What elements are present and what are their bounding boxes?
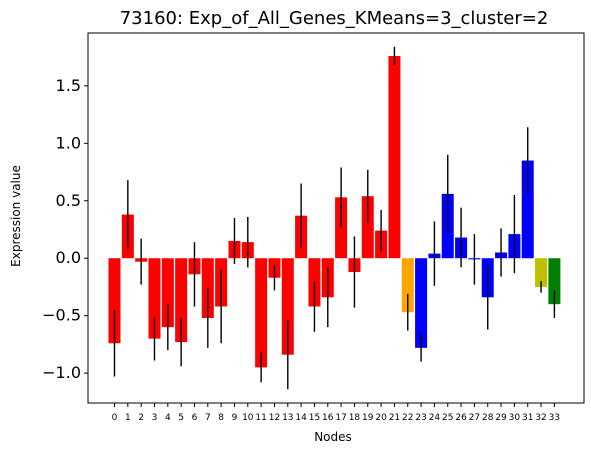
x-axis: 0 1 2 3 4 5 6 7 8 9 10 11 12 13 14 15 16 17 18 19 20 21 22 23 24… [112,403,560,423]
x-tick-label: 6 [192,413,198,423]
x-tick-label: 8 [218,413,224,423]
bar-22 [401,258,414,313]
x-tick-label: 16 [322,413,334,423]
y-tick-label: −0.5 [42,306,81,325]
bar-3 [148,258,161,339]
bars-group [108,55,561,368]
x-tick-label: 22 [402,413,413,423]
x-tick-label: 33 [549,413,560,423]
x-tick-label: 30 [509,413,521,423]
x-tick-label: 4 [165,413,171,423]
x-tick-label: 0 [112,413,118,423]
x-tick-label: 32 [535,413,546,423]
x-tick-label: 11 [255,413,266,423]
bar-17 [335,197,348,259]
x-tick-label: 25 [442,413,453,423]
bar-0 [108,258,121,344]
bar-4 [161,258,174,328]
x-tick-label: 9 [232,413,238,423]
y-axis-label: Expression value [9,165,23,267]
x-tick-label: 2 [138,413,144,423]
bar-21 [388,55,401,259]
x-tick-label: 1 [125,413,131,423]
x-tick-label: 5 [178,413,184,423]
plot-frame [87,32,585,404]
x-tick-label: 19 [362,413,374,423]
x-tick-label: 12 [269,413,280,423]
y-tick-label: 0.5 [56,191,81,210]
y-tick-label: 1.5 [56,76,81,95]
x-tick-label: 29 [495,413,507,423]
x-axis-label: Nodes [314,430,352,444]
bar-19 [361,196,374,259]
x-tick-label: 14 [295,413,307,423]
bar-11 [255,258,268,368]
x-tick-label: 27 [469,413,480,423]
x-tick-label: 18 [349,413,361,423]
x-tick-label: 13 [282,413,293,423]
x-tick-label: 17 [335,413,346,423]
bar-13 [281,258,294,355]
chart-title: 73160: Exp_of_All_Genes_KMeans=3_cluster… [120,8,549,29]
x-tick-label: 26 [455,413,467,423]
y-axis: −1.0 −0.5 0.0 0.5 1.0 1.5 [42,76,88,382]
x-tick-label: 20 [375,413,387,423]
x-tick-label: 15 [309,413,320,423]
bar-5 [175,258,188,343]
y-tick-label: 1.0 [56,133,81,152]
x-tick-label: 28 [482,413,494,423]
y-tick-label: 0.0 [56,248,81,267]
error-bars-group [113,46,556,390]
x-tick-label: 21 [389,413,400,423]
bar-32 [535,258,548,287]
bar-23 [415,258,428,348]
x-tick-label: 23 [415,413,426,423]
y-tick-label: −1.0 [42,363,81,382]
x-tick-label: 10 [242,413,254,423]
bar-31 [521,160,534,259]
x-tick-label: 3 [152,413,158,423]
x-tick-label: 24 [429,413,441,423]
x-tick-label: 31 [522,413,533,423]
bar-33 [548,258,561,305]
x-tick-label: 7 [205,413,211,423]
